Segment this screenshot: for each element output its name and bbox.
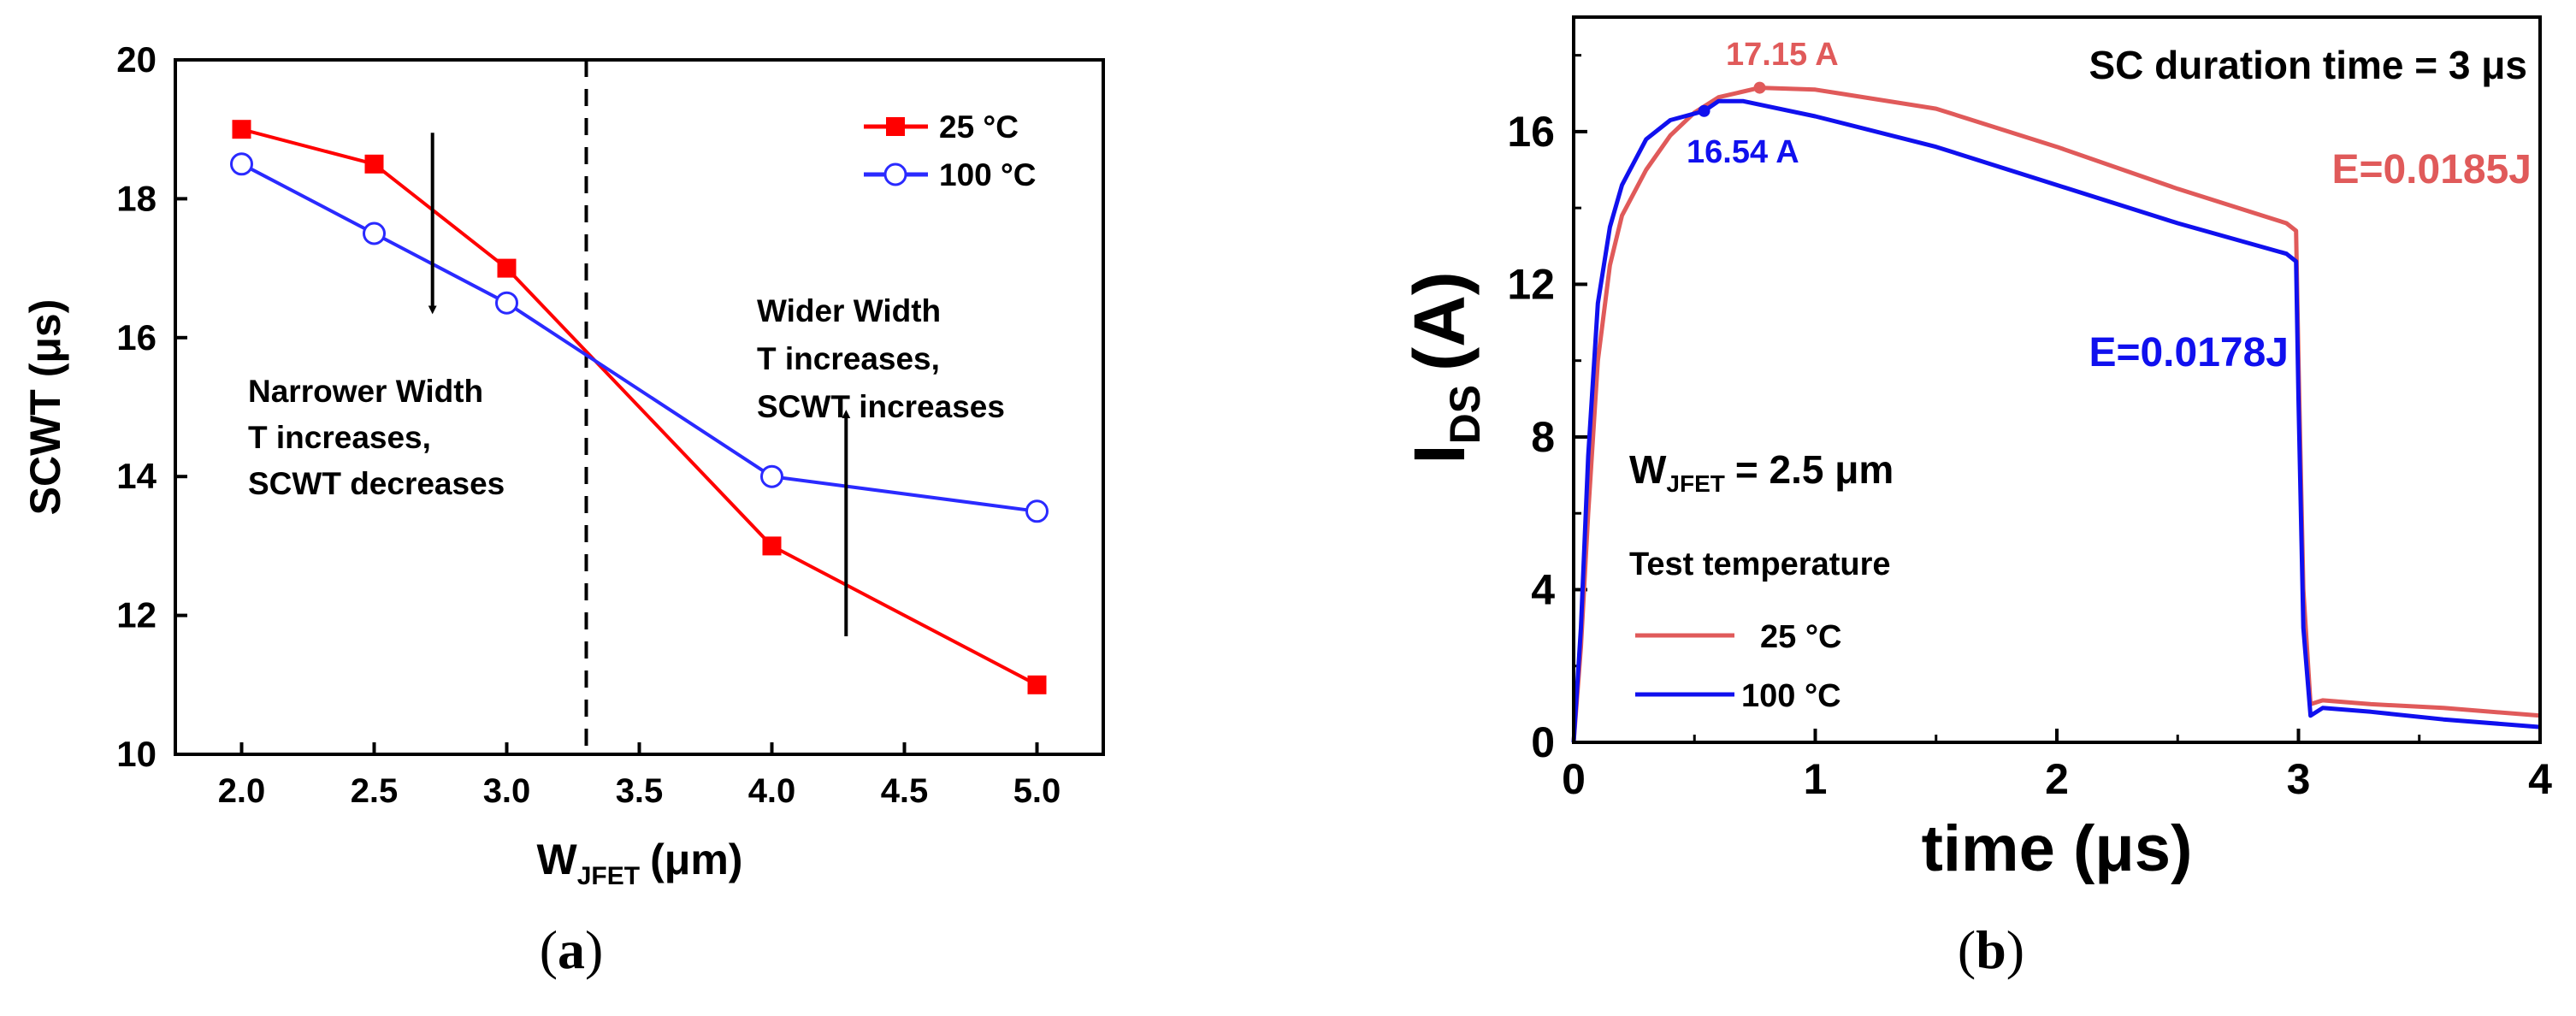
energy-label-25c: E=0.0185J [2331, 147, 2532, 192]
legend-marker-25c [886, 117, 905, 136]
data-point-100c [230, 152, 253, 176]
y-tick-label: 12 [116, 595, 157, 635]
y-tick-label: 16 [1507, 108, 1555, 156]
wjfet-label-value: = 2.5 μm [1735, 447, 1894, 492]
plot-frame [174, 58, 1105, 756]
peak-label-25c: 17.15 A [1726, 37, 1839, 73]
y-tick-label: 8 [1531, 413, 1555, 461]
x-tick-label: 0 [1562, 755, 1586, 803]
data-point-25c [497, 258, 517, 278]
legend-label-100c: 100 °C [1741, 678, 1841, 714]
panel-label-a-letter: a [558, 919, 585, 980]
annotation-narrower-title: Narrower Width [248, 374, 483, 409]
y-tick-label: 4 [1531, 565, 1555, 613]
panel-label-b-letter: b [1976, 919, 2006, 980]
wjfet-label-main: W [1629, 447, 1667, 492]
panel-label-b: (b) [1958, 919, 2024, 980]
x-axis-label-sub: JFET [577, 862, 640, 890]
annotation-narrower-line1: T increases, [248, 420, 431, 455]
data-point-25c [364, 154, 384, 174]
x-axis-label-main: W [537, 836, 578, 883]
legend: 25 °C 100 °C [864, 109, 1037, 192]
legend-label-25c: 25 °C [939, 109, 1019, 145]
data-point-25c [232, 120, 251, 139]
y-tick-label: 12 [1507, 260, 1555, 308]
chart-title: SC duration time = 3 μs [2089, 43, 2527, 87]
peak-label-100c: 16.54 A [1687, 134, 1799, 170]
panel-label-a: (a) [540, 919, 604, 980]
wjfet-label: WJFET = 2.5 μm [1629, 447, 1894, 497]
data-point-25c [1027, 675, 1047, 694]
y-tick-label: 20 [116, 39, 157, 80]
y-tick-label: 10 [116, 734, 157, 774]
data-point-100c [495, 291, 518, 315]
x-tick-label: 3.5 [616, 772, 664, 810]
annotation-wider-line2: SCWT increases [757, 389, 1005, 424]
x-tick-label: 4.5 [881, 772, 929, 810]
series-line-100c [1571, 98, 2541, 743]
data-point-25c [762, 536, 782, 556]
x-tick-label: 3 [2287, 755, 2311, 803]
x-tick-label: 4.0 [748, 772, 796, 810]
x-tick-label: 2.0 [218, 772, 266, 810]
series-line-25c [1571, 86, 2541, 743]
x-tick-label: 5.0 [1013, 772, 1061, 810]
x-tick-label: 3.0 [483, 772, 531, 810]
y-axis-label-unit: (A) [1399, 271, 1480, 371]
peak-point-100c [1698, 104, 1710, 117]
data-point-100c [1025, 499, 1049, 523]
legend-marker-100c [883, 162, 907, 186]
annotation-narrower-line2: SCWT decreases [248, 466, 505, 501]
legend-label-100c: 100 °C [939, 157, 1037, 192]
wjfet-label-sub: JFET [1666, 470, 1724, 497]
panel-a-chart: 2.0 2.5 3.0 3.5 4.0 4.5 5.0 10 12 14 16 18 20 SCWT (… [21, 39, 1105, 980]
x-tick-label: 2.5 [351, 772, 399, 810]
x-tick-label: 1 [1804, 755, 1828, 803]
y-axis-label: IDS (A) [1399, 271, 1489, 464]
plot-frame [1572, 15, 2542, 744]
x-tick-label: 2 [2045, 755, 2069, 803]
x-axis-label-unit: (μm) [650, 836, 742, 883]
y-tick-label: 18 [116, 178, 157, 218]
data-point-100c [363, 222, 386, 245]
data-point-100c [760, 464, 783, 488]
annotation-wider-line1: T increases, [757, 341, 940, 376]
x-axis-label: time (μs) [1922, 812, 2193, 885]
annotation-wider-title: Wider Width [757, 293, 941, 328]
y-axis-label-sub: DS [1441, 385, 1489, 444]
energy-label-100c: E=0.0178J [2089, 330, 2289, 375]
y-axis-label-main: I [1399, 444, 1480, 464]
peak-point-25c [1753, 81, 1766, 94]
y-tick-label: 16 [116, 317, 157, 357]
legend-title: Test temperature [1629, 546, 1891, 582]
x-axis-label: WJFET (μm) [537, 836, 743, 890]
legend-label-25c: 25 °C [1760, 619, 1841, 655]
x-tick-label: 4 [2528, 755, 2552, 803]
y-tick-label: 0 [1531, 718, 1555, 766]
series-line-100c [240, 162, 1037, 513]
y-axis-label: SCWT (μs) [21, 299, 69, 516]
y-tick-label: 14 [116, 456, 157, 496]
